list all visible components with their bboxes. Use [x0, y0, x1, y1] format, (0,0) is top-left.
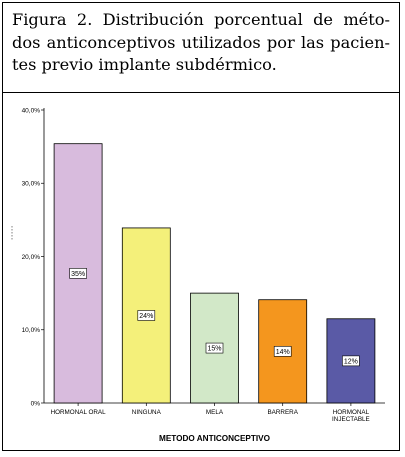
data-label: 35% [71, 271, 85, 278]
data-label-box [137, 310, 156, 321]
y-tick-label: 20,0% [22, 254, 41, 261]
data-label: 14% [276, 349, 290, 356]
x-tick-label: INJECTABLE [332, 416, 370, 423]
figure-caption: Figura 2. Distribución porcentual de mét… [3, 3, 399, 93]
y-tick-label: 40,0% [22, 107, 41, 114]
caption-line-1: Figura 2. Distribución porcentual de mét… [12, 10, 390, 29]
data-label-box [69, 268, 87, 279]
caption-line-2: dos anticonceptivos utilizados por las p… [12, 32, 390, 52]
data-label: 24% [139, 313, 153, 320]
x-tick-label: HORMONAL ORAL [51, 409, 107, 416]
caption-line-3: tes previo implante subdérmico. [12, 55, 277, 74]
x-tick-label: HORMONAL [333, 409, 370, 416]
x-axis-title: METODO ANTICONCEPTIVO [159, 434, 271, 443]
y-tick-label: 30,0% [22, 181, 41, 188]
chart-labels: 35% HORMONAL ORAL 24% NINGUNA 15% MELA 14% BARR… [51, 268, 370, 423]
data-label-box [205, 342, 224, 354]
data-label-box [342, 355, 360, 367]
chart-bars [53, 143, 376, 404]
data-label: 15% [207, 346, 221, 353]
y-tick-label: 0% [31, 400, 41, 407]
data-label: 12% [344, 358, 358, 365]
y-tick-label: 10,0% [22, 327, 41, 334]
x-tick-label: BARRERA [267, 409, 298, 416]
x-tick-label: MELA [206, 409, 224, 416]
data-label-box [273, 346, 292, 357]
x-tick-label: NINGUNA [132, 409, 162, 416]
